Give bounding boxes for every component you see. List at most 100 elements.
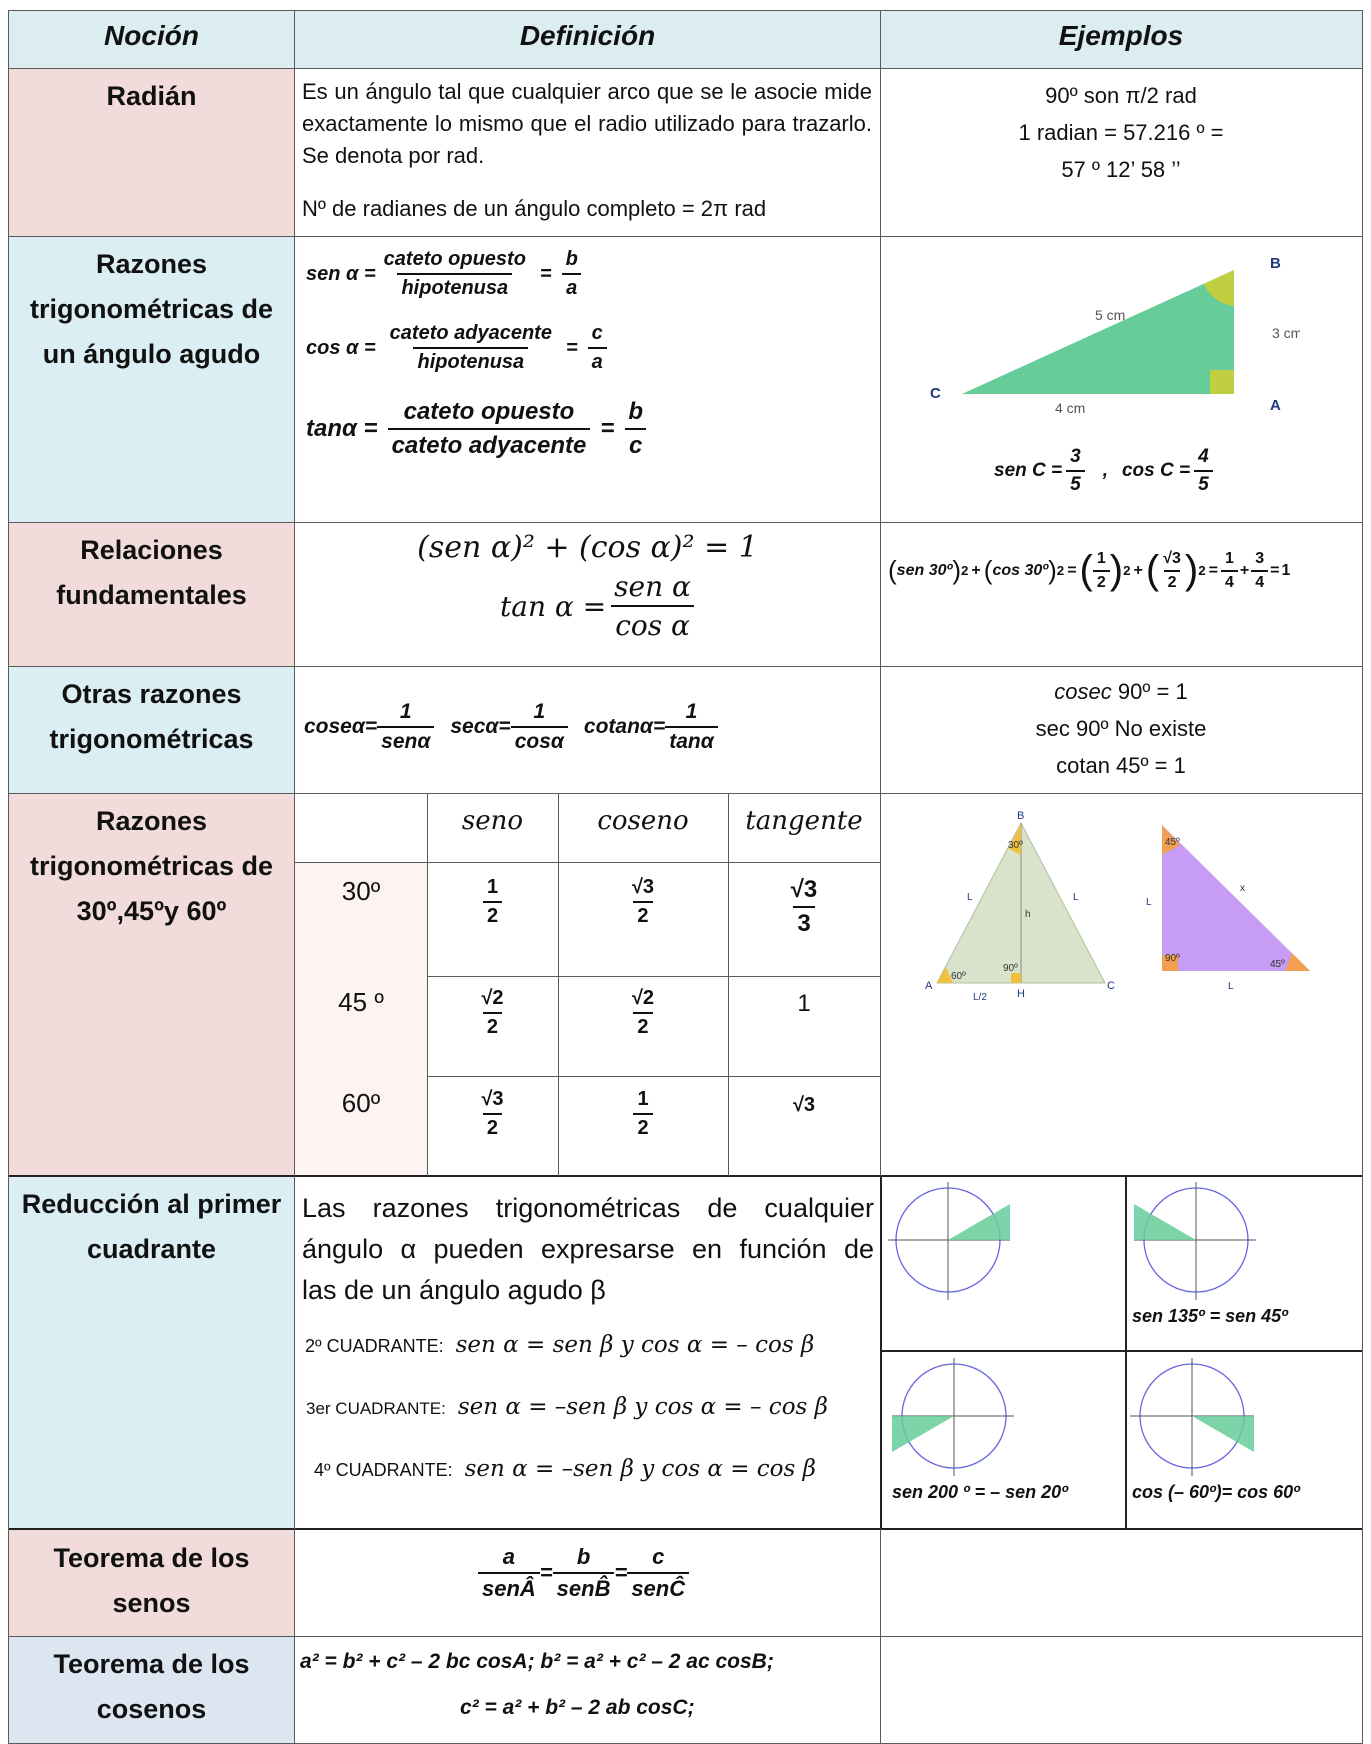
eq-tri-h: H [1017,988,1025,1000]
cos-60-num: 1 [637,1088,649,1110]
special-notion-line-1: Razones [95,806,208,836]
radian-example-3: 57 º 12’ 58 ’’ [1061,157,1181,182]
fund-ex-cos30: cos 30º [992,561,1049,579]
eq-tri-60: 60º [951,971,966,982]
sen-45-den: 2 [482,1012,503,1039]
cosines-notion: Teorema de los cosenos [8,1642,295,1732]
eq-tri-30: 30º [1008,840,1023,851]
col-seno: seno [461,806,524,836]
eq-tri-half: L/2 [973,992,987,1003]
sines-eq-2: = [614,1560,628,1585]
circle-q1-diagram [888,1182,1010,1300]
sines-notion-line-1: Teorema de los [53,1543,250,1573]
tan-alpha-formula: tanα = cateto opuesto cateto adyacente = … [306,398,651,460]
cosc-num: 4 [1198,446,1209,467]
fund-ex-quarter-den: 4 [1220,569,1238,592]
fund-ex-root3: √3 [1163,549,1181,567]
iso-tri-l-bottom: L [1228,981,1234,992]
cos-45-den: 2 [633,1012,653,1039]
circle-q3-diagram [892,1358,1014,1476]
sen-alpha-a: a [562,273,582,300]
sines-sen-a: senÂ [478,1572,540,1602]
senc-den: 5 [1066,470,1085,496]
sen-30-num: 1 [486,876,499,898]
radian-notion-bg [8,68,295,236]
tri-side: 3 cm [1272,325,1300,341]
reduction-example-q4: cos (– 60º)= cos 60º [1132,1482,1300,1502]
sen-alpha-b: b [565,248,578,270]
law-of-sines: a senÂ = b senB̂ = c senĈ [478,1544,690,1602]
other-ratios-formula: coseα= 1 senα secα= 1 cosα cotanα= 1 tanα [304,700,718,754]
sen-alpha-den: hipotenusa [397,273,513,300]
sines-sen-c: senĈ [627,1572,690,1602]
cos-45: √2 2 [558,987,728,1039]
cosc-label: cos C = [1121,460,1191,481]
special-angles-bg [295,862,427,1176]
cos-alpha-eq: = [565,336,578,359]
reduction-notion-bg [8,1176,295,1529]
acute-notion-line-3: un ángulo agudo [42,339,261,369]
cos-alpha-den: hipotenusa [413,347,529,374]
other-example-2: sec 90º No existe [1035,716,1207,741]
sines-notion-bg [8,1529,295,1636]
sen-45-num: √2 [481,987,504,1009]
sin-cos-c-example: sen C = 3 5 , cos C = 4 5 [994,446,1217,496]
tan-alpha-den: cateto adyacente [387,428,591,460]
cosines-notion-line-1: Teorema de los [53,1649,250,1679]
sines-b: b [576,1544,591,1569]
other-example-1: cosec 90º = 1 [880,676,1362,708]
reduction-notion-line-2: cuadrante [86,1234,217,1264]
sines-eq-1: = [539,1560,553,1585]
cosec-num: 1 [399,700,412,723]
fund-ex-num1: 1 [1096,549,1106,567]
special-notion-line-2: trigonométricas de [29,851,274,881]
col-coseno: coseno [597,806,689,836]
circle-q4-diagram [1130,1358,1254,1476]
fund-ex-quarter-num: 1 [1224,549,1234,567]
iso-tri-x: x [1240,883,1245,894]
tan-30-den: 3 [793,906,815,938]
q2-rule: 2º CUADRANTE: sen α = sen β y cos α = – … [305,1332,814,1358]
sec-num: 1 [533,700,546,723]
other-example-1-cosec: cosec [1054,679,1112,704]
tan-alpha-label: tanα = [306,415,378,442]
q4-equation: sen α = –sen β y cos α = cos β [464,1456,816,1482]
acute-notion: Razones trigonométricas de un ángulo agu… [8,242,295,377]
cos-alpha-c: c [591,322,603,344]
iso-tri-90: 90º [1165,953,1180,964]
q2-equation: sen α = sen β y cos α = – cos β [455,1332,815,1358]
sines-a: a [502,1544,516,1569]
fund-notion-line-2: fundamentales [56,580,247,610]
q4-label: 4º CUADRANTE: [314,1460,453,1480]
tan-identity-den: cos α [611,605,694,642]
law-of-cosines-line-1: a² = b² + c² – 2 bc cosA; b² = a² + c² –… [300,1650,774,1673]
fund-notion-bg [8,522,295,666]
senc-comma: , [1102,460,1108,481]
reduction-def-line-1: Las razones trigonométricas de cualquier [302,1193,874,1223]
cos-alpha-a: a [587,347,607,374]
tri-label-a: A [1270,397,1281,414]
senc-label: sen C = [994,460,1063,481]
reduction-notion-line-1: Reducción al primer [21,1189,282,1219]
q4-rule: 4º CUADRANTE: sen α = –sen β y cos α = c… [314,1456,816,1482]
cotan-label: cotanα= [583,715,666,738]
tan-45: 1 [797,990,811,1017]
tri-hypotenuse: 5 cm [1095,307,1125,323]
iso-tri-45-top: 45º [1165,837,1180,848]
tri-label-c: C [930,385,941,402]
special-notion: Razones trigonométricas de 30º,45ºy 60º [8,799,295,934]
cosec-label: coseα= [304,715,378,738]
tan-30: √3 3 [728,876,880,938]
reduction-def-line-3: las de un ángulo agudo β [302,1275,606,1305]
sines-c: c [652,1544,665,1569]
q3-rule: 3er CUADRANTE: sen α = –sen β y cos α = … [306,1394,828,1420]
other-example-3: cotan 45º = 1 [1056,753,1186,778]
acute-notion-line-2: trigonométricas de [29,294,274,324]
equilateral-triangle-diagram: B A C H L L h L/2 30º 60º 90º [925,810,1115,1003]
eq-tri-b: B [1017,810,1024,822]
pythagorean-identity: (sen α)² + (cos α)² = 1 [417,530,758,565]
sen-60-num: √3 [481,1088,504,1110]
iso-tri-45-bottom: 45º [1270,959,1285,970]
